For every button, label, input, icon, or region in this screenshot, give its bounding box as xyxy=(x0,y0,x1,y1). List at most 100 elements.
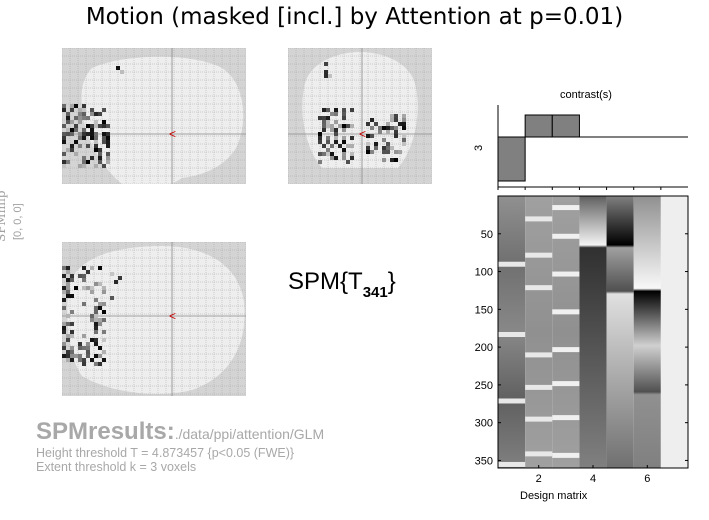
activation-voxel xyxy=(62,286,66,290)
activation-voxel xyxy=(62,346,66,350)
results-info: SPMresults:./data/ppi/attention/GLM Heig… xyxy=(36,418,324,474)
design-matrix-event xyxy=(552,415,580,421)
cursor-marker: < xyxy=(359,127,366,141)
activation-voxel xyxy=(62,298,66,302)
activation-voxel xyxy=(102,164,106,168)
activation-voxel xyxy=(98,302,102,306)
activation-voxel xyxy=(66,270,70,274)
design-matrix-event xyxy=(525,285,553,291)
activation-voxel xyxy=(98,112,102,116)
activation-voxel xyxy=(82,346,86,350)
activation-voxel xyxy=(382,126,386,130)
activation-voxel xyxy=(70,350,74,354)
activation-voxel xyxy=(94,148,98,152)
activation-voxel xyxy=(66,116,70,120)
activation-voxel xyxy=(398,122,402,126)
design-matrix-column xyxy=(606,196,634,468)
activation-voxel xyxy=(66,112,70,116)
activation-voxel xyxy=(66,120,70,124)
activation-voxel xyxy=(324,62,328,66)
activation-voxel xyxy=(366,150,370,154)
activation-voxel xyxy=(350,144,354,148)
activation-voxel xyxy=(66,350,70,354)
mip-sagittal-view[interactable]: < xyxy=(62,48,246,184)
activation-voxel xyxy=(402,126,406,130)
activation-voxel xyxy=(70,330,74,334)
activation-voxel xyxy=(330,128,334,132)
activation-voxel xyxy=(366,142,370,146)
activation-voxel xyxy=(82,334,86,338)
activation-voxel xyxy=(386,122,390,126)
design-matrix-event xyxy=(552,271,580,277)
activation-voxel xyxy=(62,124,66,128)
activation-voxel xyxy=(74,116,78,120)
activation-voxel xyxy=(98,322,102,326)
activation-voxel xyxy=(62,136,66,140)
activation-voxel xyxy=(86,270,90,274)
activation-voxel xyxy=(334,140,338,144)
activation-voxel xyxy=(86,132,90,136)
activation-voxel xyxy=(98,354,102,358)
activation-voxel xyxy=(394,130,398,134)
activation-voxel xyxy=(90,136,94,140)
activation-voxel xyxy=(350,124,354,128)
activation-voxel xyxy=(374,146,378,150)
activation-voxel xyxy=(102,358,106,362)
mip-axial-view[interactable]: < xyxy=(62,242,246,396)
activation-voxel xyxy=(346,144,350,148)
activation-voxel xyxy=(110,296,114,300)
activation-voxel xyxy=(86,116,90,120)
activation-voxel xyxy=(318,116,322,120)
activation-voxel xyxy=(62,342,66,346)
activation-voxel xyxy=(70,322,74,326)
design-matrix-event xyxy=(525,252,553,258)
activation-voxel xyxy=(386,142,390,146)
activation-voxel xyxy=(66,132,70,136)
activation-voxel xyxy=(394,126,398,130)
mip-coronal-view[interactable]: < xyxy=(288,48,432,184)
activation-voxel xyxy=(66,282,70,286)
design-matrix-event xyxy=(552,452,580,458)
activation-voxel xyxy=(82,128,86,132)
activation-voxel xyxy=(90,128,94,132)
brain-outline xyxy=(67,246,245,394)
activation-voxel xyxy=(102,350,106,354)
activation-voxel xyxy=(370,126,374,130)
activation-voxel xyxy=(94,124,98,128)
activation-voxel xyxy=(398,150,402,154)
activation-voxel xyxy=(382,150,386,154)
activation-voxel xyxy=(90,266,94,270)
activation-voxel xyxy=(394,118,398,122)
activation-voxel xyxy=(374,122,378,126)
activation-voxel xyxy=(334,136,338,140)
activation-voxel xyxy=(102,318,106,322)
activation-voxel xyxy=(90,290,94,294)
activation-voxel xyxy=(382,146,386,150)
activation-voxel xyxy=(78,112,82,116)
activation-voxel xyxy=(370,118,374,122)
activation-voxel xyxy=(90,124,94,128)
activation-voxel xyxy=(402,134,406,138)
activation-voxel xyxy=(322,152,326,156)
activation-voxel xyxy=(62,330,66,334)
activation-voxel xyxy=(98,346,102,350)
activation-voxel xyxy=(70,108,74,112)
activation-voxel xyxy=(330,124,334,128)
activation-voxel xyxy=(74,128,78,132)
design-matrix-ytick-label: 100 xyxy=(475,267,493,279)
activation-voxel xyxy=(82,112,86,116)
activation-voxel xyxy=(66,128,70,132)
activation-voxel xyxy=(70,346,74,350)
design-matrix-ytick-label: 250 xyxy=(475,380,493,392)
activation-voxel xyxy=(342,112,346,116)
activation-voxel xyxy=(102,120,106,124)
activation-voxel xyxy=(402,138,406,142)
activation-voxel xyxy=(394,114,398,118)
activation-voxel xyxy=(70,294,74,298)
activation-voxel xyxy=(70,274,74,278)
contrast-panel[interactable]: 3 xyxy=(460,105,700,195)
design-matrix[interactable]: 50 100 150 200 250 300 350 2 4 6 xyxy=(460,192,700,492)
activation-voxel xyxy=(78,164,82,168)
activation-voxel xyxy=(90,156,94,160)
activation-voxel xyxy=(342,140,346,144)
